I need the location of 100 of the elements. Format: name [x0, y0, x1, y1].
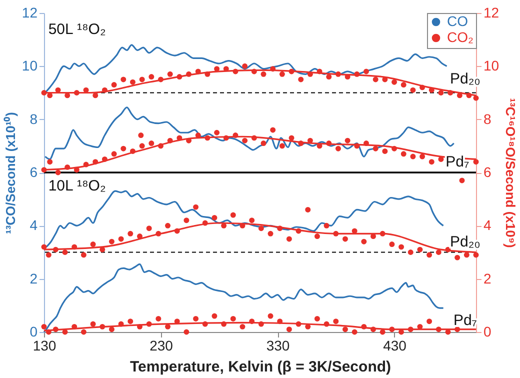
- point: [230, 212, 236, 218]
- point: [111, 151, 117, 157]
- point: [473, 95, 479, 101]
- point: [324, 222, 330, 228]
- point: [55, 170, 61, 176]
- point: [473, 159, 479, 165]
- y-tick-label: 8: [30, 110, 38, 127]
- point: [288, 135, 294, 141]
- point: [108, 238, 114, 244]
- point: [342, 326, 348, 332]
- point: [473, 252, 479, 258]
- point: [46, 252, 52, 258]
- point: [138, 132, 144, 138]
- point: [240, 324, 246, 330]
- point: [148, 74, 154, 80]
- point: [438, 90, 444, 96]
- point: [193, 316, 199, 322]
- point: [410, 87, 416, 93]
- point: [400, 151, 406, 157]
- point: [436, 250, 442, 255]
- y2-tick-label: 0: [484, 324, 492, 340]
- point: [128, 230, 134, 236]
- point: [41, 324, 47, 330]
- point: [417, 246, 423, 252]
- point: [298, 76, 304, 82]
- point: [193, 204, 199, 210]
- point: [148, 140, 154, 146]
- point: [392, 79, 398, 85]
- point: [286, 326, 292, 332]
- y-tick-label: 2: [30, 270, 38, 286]
- point: [90, 321, 96, 327]
- point: [139, 143, 145, 149]
- point: [464, 252, 470, 258]
- point: [139, 76, 145, 82]
- point: [335, 146, 341, 152]
- point: [118, 236, 124, 242]
- x-tick-label: 130: [32, 338, 56, 354]
- point: [314, 316, 320, 322]
- point: [426, 318, 432, 324]
- point: [184, 329, 190, 335]
- point: [279, 71, 285, 77]
- point: [333, 318, 339, 324]
- point: [426, 252, 432, 258]
- point: [344, 138, 350, 144]
- point: [212, 313, 218, 319]
- point: [398, 244, 404, 250]
- point: [454, 254, 460, 260]
- point: [80, 329, 86, 335]
- point: [279, 143, 285, 149]
- x-axis-title: Temperature, Kelvin (β = 3K/Second): [130, 358, 392, 376]
- point: [184, 218, 190, 224]
- y-tick-label: 4: [30, 217, 38, 234]
- point: [111, 82, 117, 88]
- y2-tick-label: 2: [484, 270, 492, 286]
- point: [90, 242, 96, 248]
- point: [408, 250, 414, 255]
- y2-tick-label: 12: [484, 4, 500, 20]
- point: [361, 238, 367, 244]
- point: [428, 159, 434, 165]
- point: [372, 146, 378, 152]
- point: [352, 329, 358, 335]
- point: [326, 74, 332, 80]
- annotation: 10L ¹⁸O₂: [48, 177, 106, 194]
- x-tick-label: 230: [150, 338, 174, 354]
- y-tick-label: 6: [30, 164, 38, 180]
- x-tick-label: 430: [383, 338, 407, 354]
- y-axis-title: ¹³CO/Second (x10¹⁰): [2, 112, 18, 234]
- y2-tick-label: 8: [484, 110, 492, 127]
- point: [108, 326, 114, 332]
- point: [459, 178, 465, 184]
- point: [242, 138, 248, 144]
- y2-tick-label: 10: [484, 58, 500, 74]
- point: [268, 230, 274, 236]
- point: [389, 242, 395, 248]
- point: [260, 71, 266, 77]
- point: [305, 206, 311, 212]
- legend-label: CO₂: [447, 29, 474, 45]
- point: [270, 127, 276, 133]
- point: [165, 222, 170, 228]
- point: [249, 218, 255, 224]
- y2-tick-label: 4: [484, 217, 492, 234]
- point: [120, 76, 126, 82]
- annotation: 50L ¹⁸O₂: [48, 20, 106, 38]
- point: [120, 146, 126, 152]
- x-tick-label: 330: [266, 338, 290, 354]
- point: [146, 226, 152, 232]
- point: [41, 244, 47, 250]
- point: [167, 71, 173, 77]
- point: [410, 154, 416, 160]
- point: [214, 130, 220, 136]
- point: [268, 313, 274, 319]
- y2-tick-label: 6: [484, 164, 492, 180]
- annotation: Pd₂₀: [450, 233, 480, 250]
- point: [400, 82, 406, 88]
- point: [314, 234, 320, 240]
- y-tick-label: 12: [22, 4, 38, 20]
- y-tick-label: 0: [30, 324, 38, 340]
- point: [260, 140, 266, 146]
- annotation: Pd₇: [453, 312, 477, 329]
- annotation: Pd₂₀: [450, 70, 480, 88]
